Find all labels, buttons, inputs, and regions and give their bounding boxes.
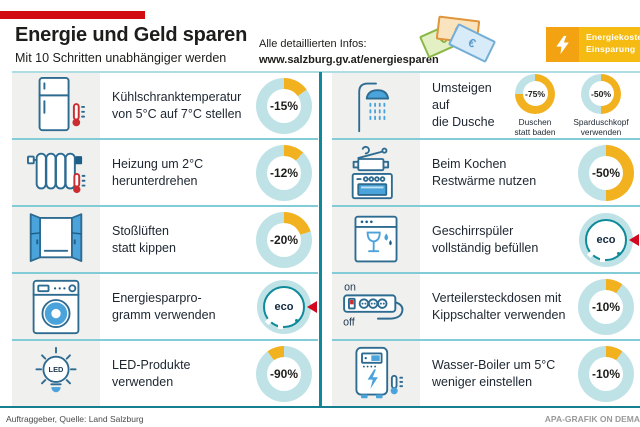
eco-label: eco [274,300,294,313]
savings-donut: -90% [256,345,312,402]
savings-donut: -15% [256,77,312,134]
donut-label: -10% [591,366,620,381]
grid-top-line [12,71,640,73]
donut-caption: Sparduschkopf verwenden [573,116,629,137]
footer-line [0,406,640,408]
info-block: Alle detaillierten Infos: www.salzburg.g… [259,37,439,69]
svg-text:on: on [344,281,356,293]
energy-savings-badge: Energiekosten Einsparung [546,27,640,62]
euro-symbol: € [465,35,479,51]
tip-row-shower: Umsteigen auf die Dusche -75% Duschen st… [332,73,640,140]
mini-donut-duschen: -75% Duschen statt baden [504,73,566,138]
tip-row-heating: Heizung um 2°C herunterdrehen -12% [12,140,318,207]
banknote-blue: € [447,23,497,63]
tip-text: Verteilersteckdosen mit Kippschalter ver… [432,290,566,322]
badge-line1: Energiekosten [586,32,640,42]
column-divider [319,72,322,406]
agency-credit: APA-GRAFIK ON DEMA [544,414,640,424]
power-strip-icon: on off [332,274,420,339]
donut-label: -15% [269,98,298,113]
left-column: Kühlschranktemperatur von 5°C auf 7°C st… [12,73,318,406]
info-url: www.salzburg.gv.at/energiesparen [259,53,439,66]
donut-label: -12% [269,165,298,180]
savings-donut: -50% [578,144,634,201]
mini-donut-sparduschkopf: -50% Sparduschkopf verwenden [570,73,632,138]
eco-dial: eco [579,212,639,267]
tip-row-led: LED LED-Produkte verwenden -90% [12,341,318,406]
radiator-icon [12,140,100,205]
eco-label: eco [596,233,616,246]
savings-donut: -50% [581,73,621,114]
savings-donut: -20% [256,211,312,268]
badge-line2: Einsparung [586,44,636,55]
svg-text:off: off [343,316,355,328]
donut-caption: Duschen statt baden [514,116,556,137]
tip-text: Beim Kochen Restwärme nutzen [432,156,537,188]
led-bulb-icon: LED [12,341,100,406]
right-column: Umsteigen auf die Dusche -75% Duschen st… [332,73,640,406]
tip-row-cooking: Beim Kochen Restwärme nutzen -50% [332,140,640,207]
savings-donut: -10% [578,345,634,402]
donut-label: -20% [269,232,298,247]
washing-machine-icon [12,274,100,339]
lightning-icon [546,27,579,62]
badge-text: Energiekosten Einsparung [579,27,640,62]
red-accent-bar [0,11,145,19]
donut-label: -50% [591,165,620,180]
tip-text: Umsteigen auf die Dusche [432,81,495,129]
boiler-icon [332,341,420,406]
red-pointer-icon [301,300,317,313]
tip-text: Geschirrspüler vollständig befüllen [432,223,539,255]
stove-pot-icon [332,140,420,205]
eco-dial: eco [257,279,317,334]
shower-icon [332,73,420,138]
tip-row-fridge: Kühlschranktemperatur von 5°C auf 7°C st… [12,73,318,140]
dishwasher-icon [332,207,420,272]
fridge-icon [12,73,100,138]
page-title: Energie und Geld sparen [15,24,248,46]
tip-text: Heizung um 2°C herunterdrehen [112,156,204,188]
tip-row-window: Stoßlüften statt kippen -20% [12,207,318,274]
tip-row-powerstrip: on off Verteilersteckdosen mit Kippschal… [332,274,640,341]
donut-label: -90% [269,366,298,381]
tip-text: LED-Produkte verwenden [112,357,191,389]
savings-donut: -10% [578,278,634,335]
donut-label: -10% [591,299,620,314]
svg-text:LED: LED [49,365,65,374]
window-icon [12,207,100,272]
red-pointer-icon [623,233,639,246]
tip-row-washing: Energiesparpro- gramm verwenden eco [12,274,318,341]
page-subtitle: Mit 10 Schritten unabhängiger werden [15,51,227,65]
euro-banknotes-icon: € € € [418,12,504,66]
tip-row-boiler: Wasser-Boiler um 5°C weniger einstellen … [332,341,640,406]
tip-text: Wasser-Boiler um 5°C weniger einstellen [432,357,556,389]
tip-row-dishwasher: Geschirrspüler vollständig befüllen eco [332,207,640,274]
mini-donut-group: -75% Duschen statt baden -50% Sparduschk… [504,73,632,138]
savings-donut: -12% [256,144,312,201]
tip-text: Energiesparpro- gramm verwenden [112,290,216,322]
tip-text: Kühlschranktemperatur von 5°C auf 7°C st… [112,89,242,121]
savings-donut: -75% [515,73,555,114]
tip-text: Stoßlüften statt kippen [112,223,176,255]
source-credit: Auftraggeber, Quelle: Land Salzburg [6,414,144,424]
info-label: Alle detaillierten Infos: [259,38,367,50]
